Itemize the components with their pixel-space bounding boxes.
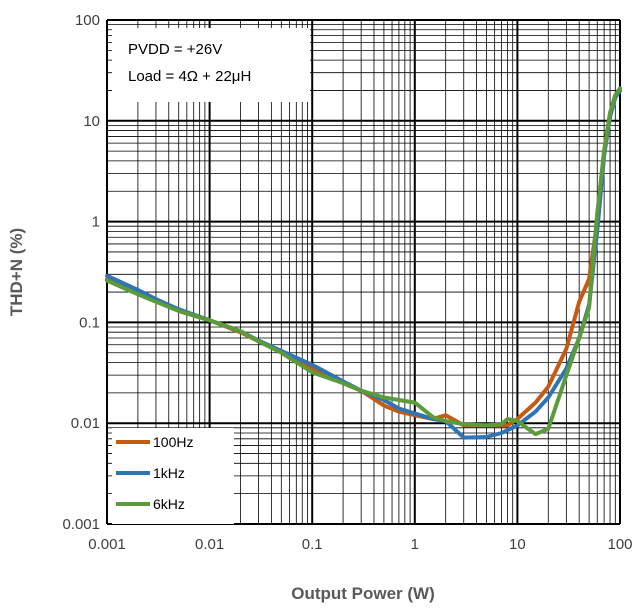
x-tick-label: 0.01 <box>195 536 224 553</box>
legend-label-6khz: 6kHz <box>153 496 185 512</box>
x-tick-label: 1 <box>411 536 419 553</box>
x-tick-label: 0.001 <box>88 536 126 553</box>
y-axis-title: THD+N (%) <box>7 228 26 316</box>
x-tick-label: 100 <box>607 536 632 553</box>
y-tick-label: 1 <box>92 214 100 231</box>
y-tick-label: 100 <box>75 12 100 29</box>
annotation-load: Load = 4Ω + 22μH <box>128 68 251 85</box>
legend-label-1khz: 1kHz <box>153 465 185 481</box>
series-lines <box>105 86 622 440</box>
y-tick-label: 0.1 <box>79 314 100 331</box>
y-tick-label: 0.001 <box>62 516 100 533</box>
legend: 100Hz 1kHz 6kHz <box>116 434 193 512</box>
major-gridlines <box>106 19 621 525</box>
x-axis-title: Output Power (W) <box>291 584 435 603</box>
series-line-1khz <box>105 88 622 440</box>
x-tick-label: 10 <box>509 536 526 553</box>
y-axis-tick-labels: 0.001 0.01 0.1 1 10 100 <box>62 12 100 533</box>
minor-gridlines <box>107 20 620 524</box>
annotation-box <box>112 28 310 102</box>
x-tick-label: 0.1 <box>302 536 323 553</box>
y-tick-label: 10 <box>83 113 100 130</box>
y-tick-label: 0.01 <box>71 415 100 432</box>
x-axis-tick-labels: 0.001 0.01 0.1 1 10 100 <box>88 536 632 553</box>
legend-label-100hz: 100Hz <box>153 434 193 450</box>
series-line-6khz <box>105 86 622 437</box>
annotation-pvdd: PVDD = +26V <box>128 41 222 58</box>
